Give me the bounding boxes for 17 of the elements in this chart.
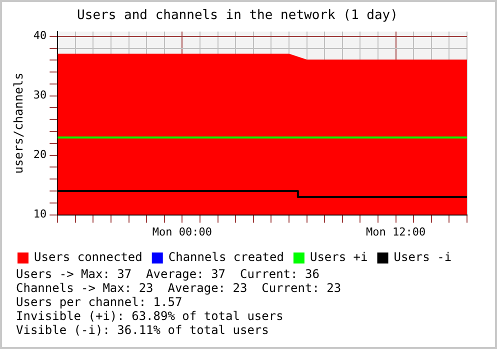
legend-label: Users +i [310,250,368,264]
y-tick-label: 10 [33,208,47,221]
legend-label: Channels created [168,250,284,264]
text: Invisible (+i): 63.89% of total users [16,309,284,323]
text: Users per channel: 1.57 [16,295,184,309]
x-tick-label: Mon 00:00 [152,225,212,238]
legend-label: Users connected [34,250,142,264]
text: Users -> Max: 37 Average: 37 Current: 36 [16,267,320,281]
y-tick-label: 40 [33,29,47,42]
legend-label: Users -i [394,250,452,264]
x-tick-label: Mon 12:00 [366,225,426,238]
y-axis-title: users/channels [11,72,26,174]
y-tick-label: 30 [33,88,47,102]
y-tick-label: 20 [33,148,47,162]
text: Visible (-i): 36.11% of total users [16,323,270,337]
chart-title: Users and channels in the network (1 day) [77,8,398,24]
text: Channels -> Max: 23 Average: 23 Current: 23 [16,281,342,295]
